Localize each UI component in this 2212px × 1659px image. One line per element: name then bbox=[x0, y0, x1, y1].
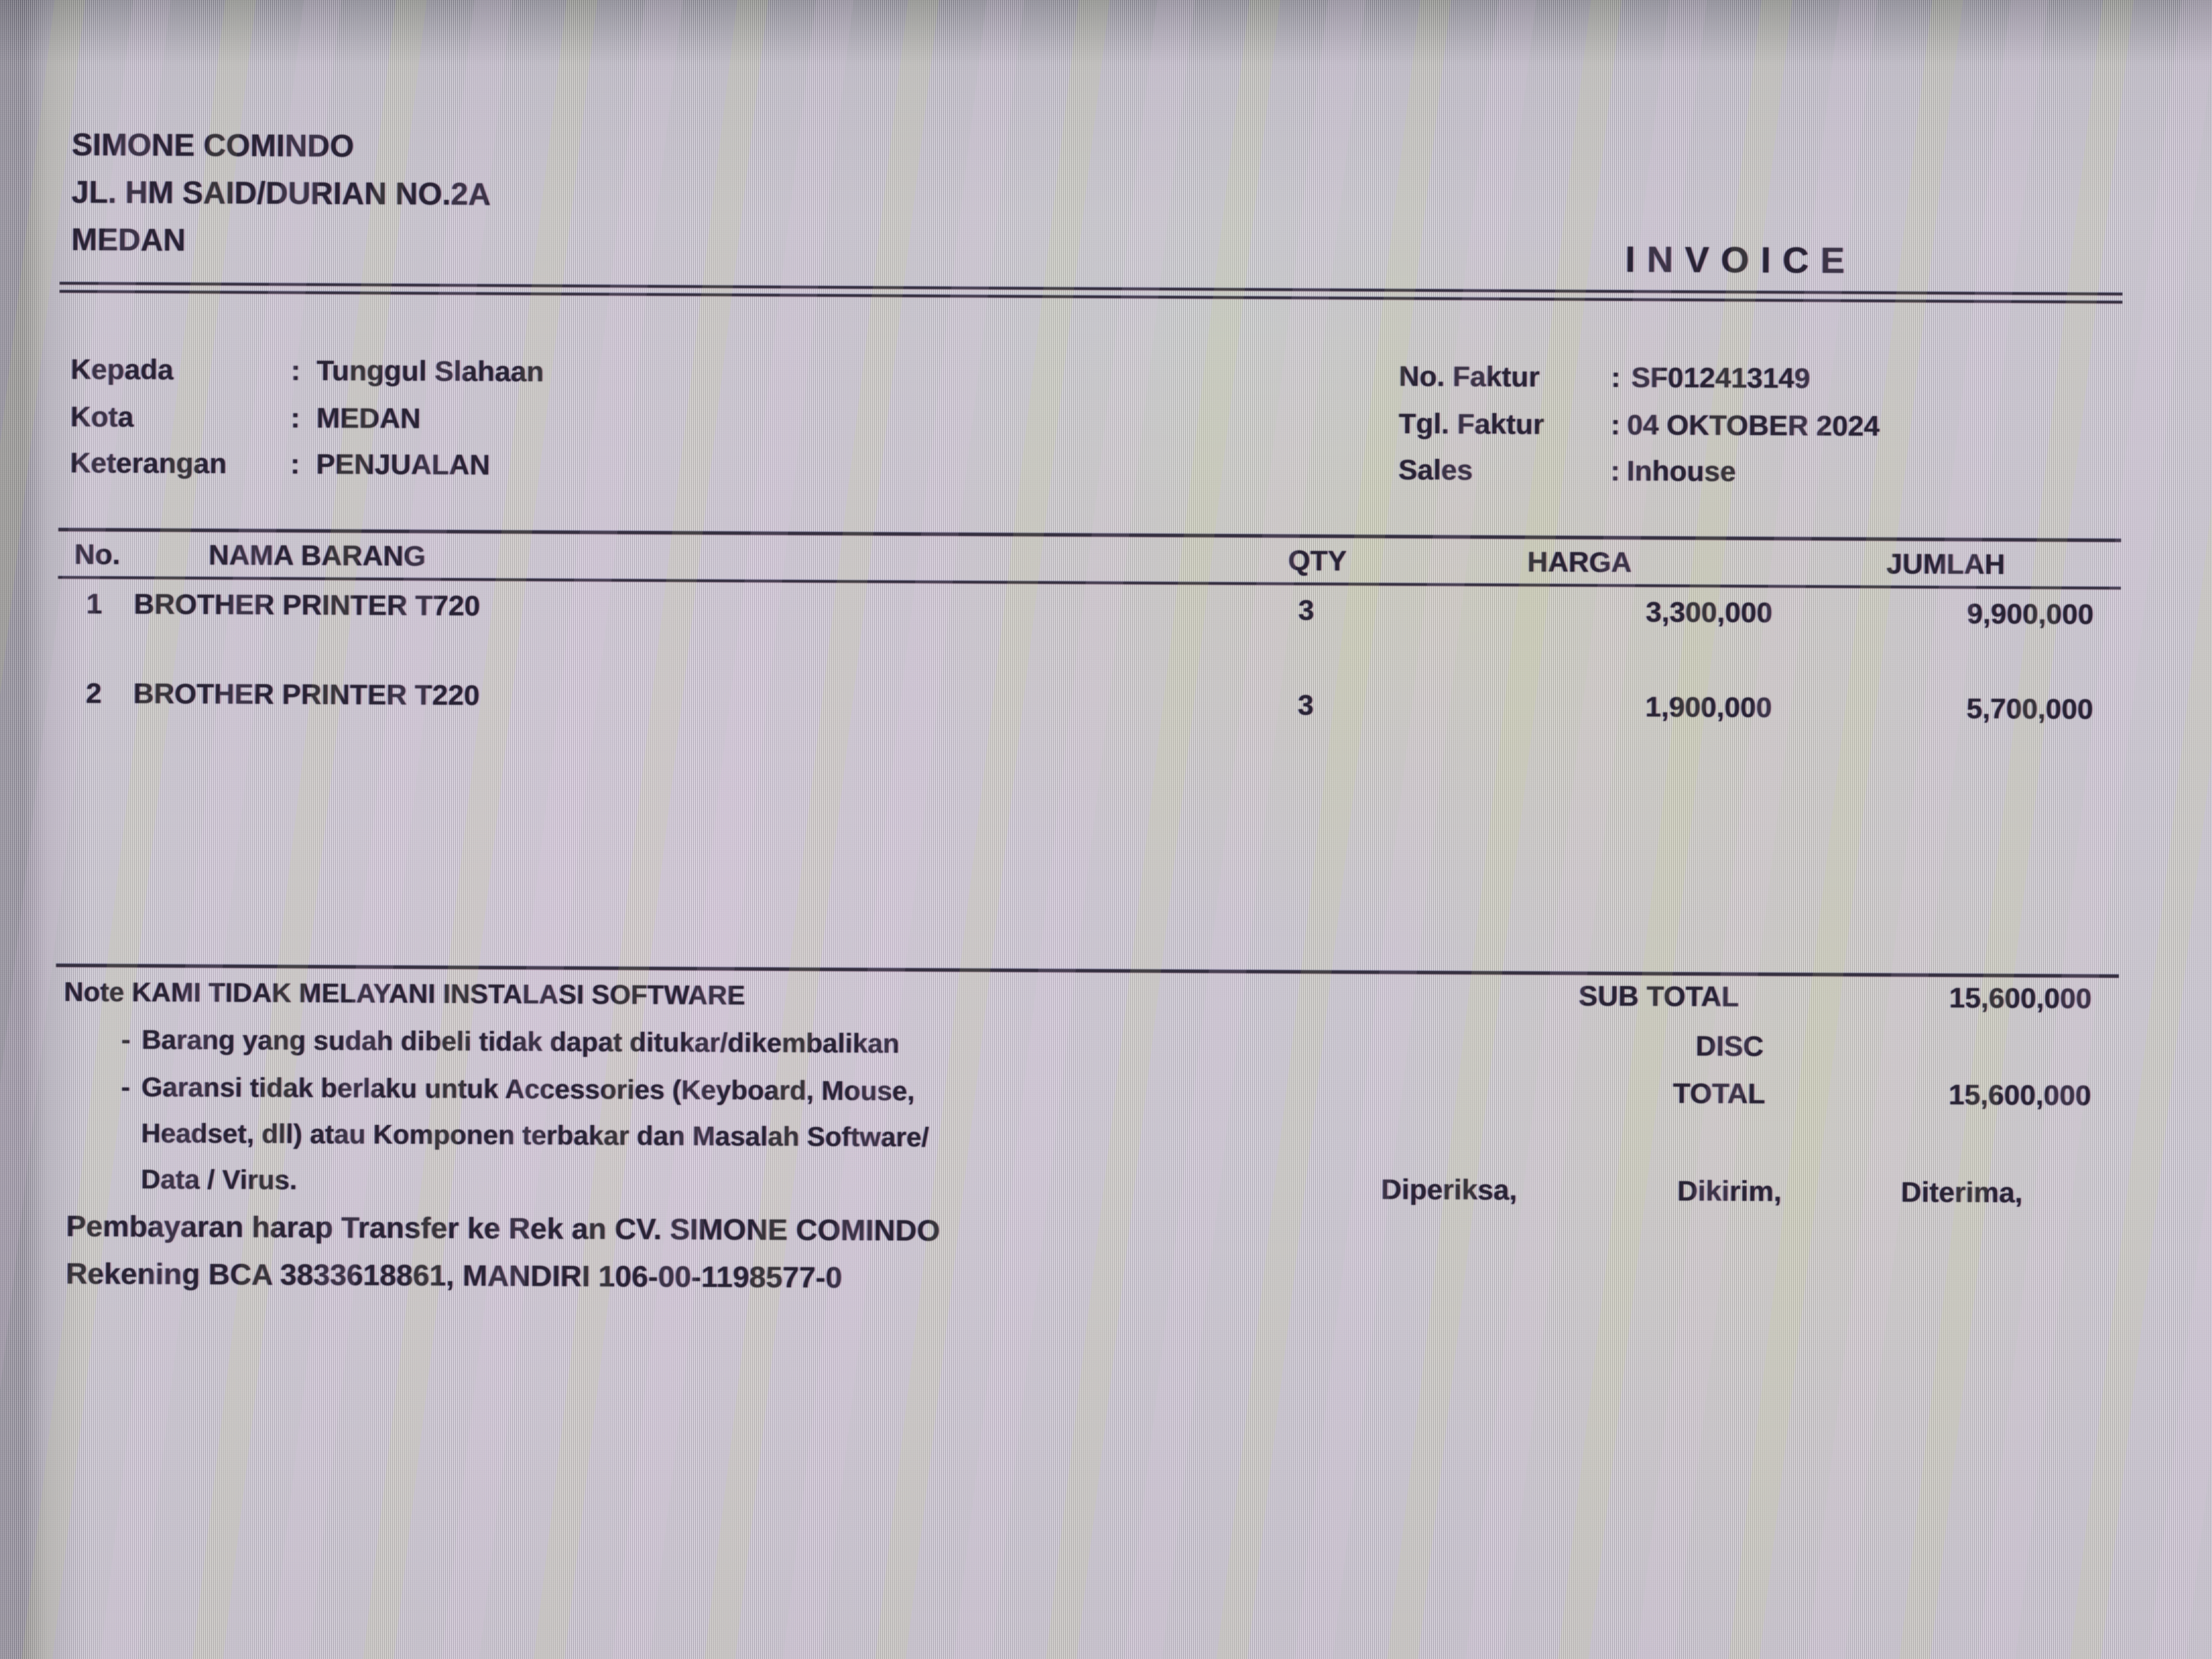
no-faktur-colon: : bbox=[1611, 361, 1621, 393]
row1-harga: 3,300,000 bbox=[1645, 596, 1773, 629]
subtotal-label: SUB TOTAL bbox=[1578, 979, 1739, 1012]
seller-name: SIMONE COMINDO bbox=[71, 127, 354, 164]
row2-jumlah: 5,700,000 bbox=[1966, 692, 2093, 725]
total-value: 15,600,000 bbox=[1948, 1078, 2091, 1111]
row1-nama: BROTHER PRINTER T720 bbox=[134, 588, 480, 622]
keterangan-label: Keterangan bbox=[70, 447, 227, 480]
note-bullet2-dash: - bbox=[121, 1072, 131, 1103]
row1-qty: 3 bbox=[1298, 594, 1315, 626]
table-header-rule bbox=[58, 575, 2121, 590]
col-header-no: No. bbox=[74, 538, 121, 571]
sales-colon: : bbox=[1610, 454, 1620, 487]
no-faktur-label: No. Faktur bbox=[1399, 360, 1540, 393]
no-faktur-value: SF012413149 bbox=[1631, 361, 1811, 394]
row1-no: 1 bbox=[86, 588, 102, 620]
invoice-title: INVOICE bbox=[1624, 239, 1857, 281]
note-bullet2: Garansi tidak berlaku untuk Accessories … bbox=[141, 1072, 915, 1107]
tgl-faktur-value: 04 OKTOBER 2024 bbox=[1626, 409, 1880, 443]
kepada-value: Tunggul Slahaan bbox=[316, 354, 544, 388]
col-header-qty: QTY bbox=[1288, 544, 1347, 577]
sales-label: Sales bbox=[1398, 453, 1473, 486]
sales-value: Inhouse bbox=[1626, 455, 1736, 487]
note-bullet1-dash: - bbox=[121, 1025, 131, 1055]
col-header-nama: NAMA BARANG bbox=[208, 539, 426, 572]
payment-line1: Pembayaran harap Transfer ke Rek an CV. … bbox=[66, 1210, 941, 1248]
note-bullet1: Barang yang sudah dibeli tidak dapat dit… bbox=[141, 1025, 900, 1059]
subtotal-value: 15,600,000 bbox=[1949, 981, 2092, 1015]
col-header-harga: HARGA bbox=[1527, 546, 1632, 579]
disc-label: DISC bbox=[1695, 1029, 1764, 1063]
seller-address: JL. HM SAID/DURIAN NO.2A bbox=[71, 174, 491, 212]
note-bullet2-cont1: Headset, dll) atau Komponen terbakar dan… bbox=[141, 1118, 929, 1153]
keterangan-value: PENJUALAN bbox=[316, 447, 491, 481]
row2-qty: 3 bbox=[1297, 689, 1314, 721]
keterangan-colon: : bbox=[290, 447, 300, 480]
note-label: Note bbox=[64, 977, 125, 1008]
col-header-jumlah: JUMLAH bbox=[1886, 548, 2005, 580]
note-bullet2-cont2: Data / Virus. bbox=[140, 1164, 298, 1195]
signoff-dikirim: Dikirim, bbox=[1677, 1174, 1782, 1208]
row2-no: 2 bbox=[85, 677, 102, 710]
payment-line2: Rekening BCA 3833618861, MANDIRI 106-00-… bbox=[66, 1257, 842, 1295]
signoff-diterima: Diterima, bbox=[1900, 1176, 2023, 1209]
seller-city: MEDAN bbox=[71, 222, 186, 258]
tgl-faktur-colon: : bbox=[1610, 408, 1620, 441]
note-headline: KAMI TIDAK MELAYANI INSTALASI SOFTWARE bbox=[131, 977, 745, 1011]
kepada-label: Kepada bbox=[70, 353, 174, 386]
row2-harga: 1,900,000 bbox=[1645, 691, 1772, 724]
tgl-faktur-label: Tgl. Faktur bbox=[1398, 407, 1544, 441]
table-bottom-rule bbox=[56, 963, 2119, 978]
kepada-colon: : bbox=[291, 354, 301, 386]
total-label: TOTAL bbox=[1673, 1077, 1765, 1110]
kota-label: Kota bbox=[70, 401, 134, 433]
row1-jumlah: 9,900,000 bbox=[1967, 597, 2094, 630]
kota-colon: : bbox=[290, 401, 300, 434]
row2-nama: BROTHER PRINTER T220 bbox=[133, 677, 480, 712]
kota-value: MEDAN bbox=[316, 401, 421, 434]
signoff-diperiksa: Diperiksa, bbox=[1380, 1173, 1517, 1206]
